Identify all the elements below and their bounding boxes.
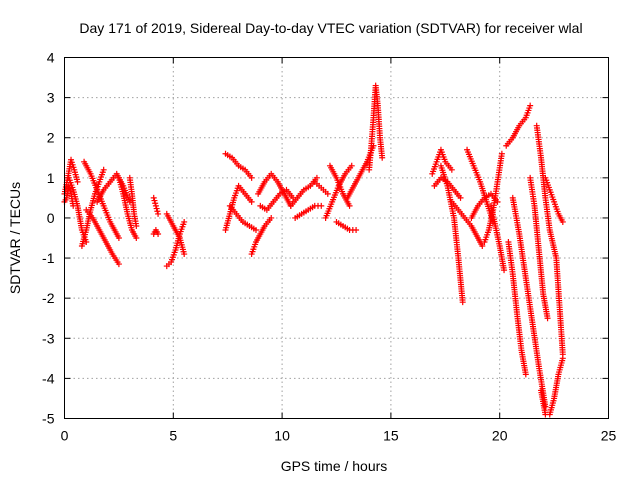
y-tick-label: -2 <box>42 290 55 306</box>
chart-title: Day 171 of 2019, Sidereal Day-to-day VTE… <box>79 20 582 36</box>
data-point <box>248 174 255 181</box>
data-point <box>181 251 188 258</box>
data-point <box>527 102 534 109</box>
data-point <box>559 218 566 225</box>
data-point <box>318 202 325 209</box>
y-tick-label: 1 <box>47 170 55 186</box>
data-point <box>501 267 508 274</box>
plot-frame <box>64 57 609 419</box>
data-point <box>379 154 386 161</box>
x-axis-label: GPS time / hours <box>281 458 388 474</box>
data-point <box>248 198 255 205</box>
data-points <box>61 82 566 418</box>
data-point <box>448 166 455 173</box>
data-point <box>522 371 529 378</box>
y-axis-label: SDTVAR / TECUs <box>7 182 23 294</box>
y-tick-label: 3 <box>47 90 55 106</box>
data-point <box>133 222 140 229</box>
y-tick-label: -5 <box>42 411 55 427</box>
x-tick-label: 15 <box>383 428 399 444</box>
x-tick-label: 5 <box>169 428 177 444</box>
grid-lines <box>64 57 609 419</box>
data-point <box>324 190 331 197</box>
data-point <box>74 178 81 185</box>
x-tick-label: 10 <box>274 428 290 444</box>
data-point <box>457 194 464 201</box>
data-point-interp <box>154 208 161 215</box>
data-point <box>268 214 275 221</box>
data-point <box>494 198 501 205</box>
data-point-interp <box>67 188 74 195</box>
data-point <box>115 235 122 241</box>
x-tick-label: 20 <box>492 428 508 444</box>
y-tick-label: -1 <box>42 250 55 266</box>
data-point <box>252 226 259 233</box>
data-point <box>65 182 72 189</box>
x-tick-label: 0 <box>61 428 69 444</box>
data-point <box>181 218 188 225</box>
data-point <box>353 226 360 233</box>
data-point <box>100 166 107 173</box>
y-tick-label: -4 <box>42 370 55 386</box>
data-point <box>155 230 162 237</box>
data-point-interp <box>151 197 158 204</box>
data-point-interp <box>66 185 73 192</box>
data-point <box>346 202 353 209</box>
data-point-interp <box>153 205 160 212</box>
data-point <box>150 194 157 201</box>
y-tick-label: 4 <box>47 50 55 66</box>
data-point <box>152 202 159 209</box>
data-point <box>498 150 505 157</box>
data-point <box>348 162 355 169</box>
data-point <box>559 355 566 362</box>
y-tick-label: 0 <box>47 210 55 226</box>
data-point <box>479 243 486 250</box>
data-point <box>459 299 466 306</box>
data-point <box>544 315 551 322</box>
data-point <box>133 235 140 241</box>
data-point <box>126 198 133 205</box>
x-tick-label: 25 <box>601 428 617 444</box>
y-tick-label: 2 <box>47 130 55 146</box>
data-point-interp <box>152 200 159 207</box>
y-tick-label: -3 <box>42 330 55 346</box>
data-point <box>313 174 320 181</box>
data-point <box>155 210 162 217</box>
data-point <box>115 261 122 268</box>
